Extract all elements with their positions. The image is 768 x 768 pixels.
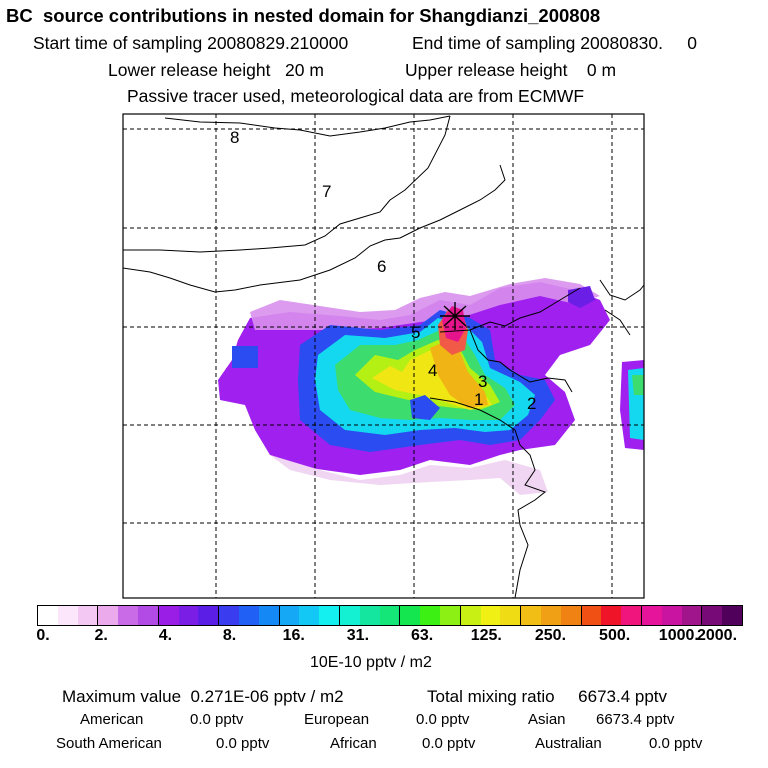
colorbar-tick-label: 8.	[222, 627, 237, 644]
plume-magenta	[442, 306, 466, 342]
plume-west-blob	[232, 346, 258, 368]
australian-label: Australian	[535, 735, 602, 752]
colorbar-cell	[661, 606, 682, 625]
colorbar-cell	[77, 606, 98, 625]
colorbar-tick-label: 16.	[282, 627, 305, 644]
colorbar-cell	[238, 606, 259, 625]
colorbar-cell	[520, 606, 541, 625]
region-label-3: 3	[478, 372, 487, 391]
tracer-note-text: Passive tracer used, meteorological data…	[127, 86, 585, 106]
start-time-text: Start time of sampling 20080829.210000	[33, 33, 349, 53]
colorbar-cell	[560, 606, 581, 625]
asian-label: Asian	[528, 711, 566, 728]
colorbar-cell	[701, 606, 723, 625]
asian-value: 6673.4 pptv	[596, 711, 675, 728]
colorbar-cell	[278, 606, 300, 625]
upper-height-text: Upper release height 0 m	[405, 60, 617, 80]
colorbar-cell	[379, 606, 400, 625]
colorbar-cell	[459, 606, 481, 625]
colorbar-tick-label: 125.	[470, 627, 502, 644]
colorbar-tick-label: 2.	[94, 627, 108, 644]
map-grid	[123, 114, 644, 598]
colorbar-cell	[722, 606, 742, 625]
colorbar	[37, 605, 743, 626]
colorbar-cell	[540, 606, 561, 625]
colorbar-tick-label: 4.	[158, 627, 173, 644]
colorbar-cell	[319, 606, 339, 625]
region-label-8: 8	[230, 128, 239, 147]
colorbar-cell	[218, 606, 239, 625]
colorbar-cell	[118, 606, 138, 625]
colorbar-cell	[137, 606, 158, 625]
colorbar-cell	[480, 606, 501, 625]
colorbar-cell	[681, 606, 702, 625]
colorbar-cell	[57, 606, 78, 625]
colorbar-cell	[258, 606, 279, 625]
colorbar-cell	[621, 606, 641, 625]
total-mixing-text: Total mixing ratio 6673.4 pptv	[427, 687, 668, 706]
colorbar-tick-label: 1000.	[658, 627, 699, 644]
european-value: 0.0 pptv	[416, 711, 470, 728]
colorbar-cell	[601, 606, 622, 625]
colorbar-cell	[178, 606, 199, 625]
plot-title: BC source contributions in nested domain…	[6, 5, 601, 26]
colorbar-tick-label: 0.	[36, 627, 50, 644]
region-label-2: 2	[527, 394, 536, 413]
south-american-label: South American	[56, 735, 162, 752]
colorbar-cell	[359, 606, 380, 625]
plume-west-blob-edge	[226, 368, 246, 384]
australian-value: 0.0 pptv	[649, 735, 703, 752]
colorbar-cell	[580, 606, 602, 625]
map-frame	[122, 113, 645, 599]
plume-orange	[430, 340, 488, 408]
lower-height-text: Lower release height 20 m	[108, 60, 324, 80]
colorbar-tick-label: 31.	[346, 627, 370, 644]
max-value-text: Maximum value 0.271E-06 pptv / m2	[62, 687, 344, 706]
colorbar-cell	[299, 606, 320, 625]
colorbar-cell	[97, 606, 119, 625]
colorbar-cell	[439, 606, 460, 625]
colorbar-cell	[338, 606, 360, 625]
colorbar-tick-label: 63.	[410, 627, 434, 644]
colorbar-cell	[157, 606, 179, 625]
region-label-6: 6	[377, 257, 386, 276]
colorbar-cell	[420, 606, 440, 625]
colorbar-tick-label: 2000.	[696, 627, 738, 644]
south-american-value: 0.0 pptv	[216, 735, 270, 752]
colorbar-cell	[198, 606, 219, 625]
plume-east-edge-core	[632, 375, 644, 395]
african-value: 0.0 pptv	[422, 735, 476, 752]
plume-hole	[410, 395, 440, 420]
concentration-field	[218, 278, 644, 495]
american-label: American	[80, 711, 144, 728]
region-label-4: 4	[428, 361, 437, 380]
colorbar-cell	[500, 606, 521, 625]
region-label-1: 1	[474, 390, 483, 409]
american-value: 0.0 pptv	[190, 711, 244, 728]
african-label: African	[330, 735, 377, 752]
colorbar-units: 10E-10 pptv / m2	[310, 654, 432, 671]
colorbar-cell	[399, 606, 421, 625]
european-label: European	[304, 711, 370, 728]
region-label-5: 5	[411, 323, 420, 342]
colorbar-tick-label: 500.	[599, 627, 631, 644]
colorbar-cell	[38, 606, 58, 625]
coastlines	[123, 115, 644, 598]
colorbar-cell	[640, 606, 662, 625]
region-label-7: 7	[322, 182, 331, 201]
plume-faint	[270, 455, 548, 495]
receptor-marker-icon	[440, 302, 470, 330]
colorbar-tick-label: 250.	[534, 627, 567, 644]
end-time-text: End time of sampling 20080830. 0	[412, 33, 698, 53]
